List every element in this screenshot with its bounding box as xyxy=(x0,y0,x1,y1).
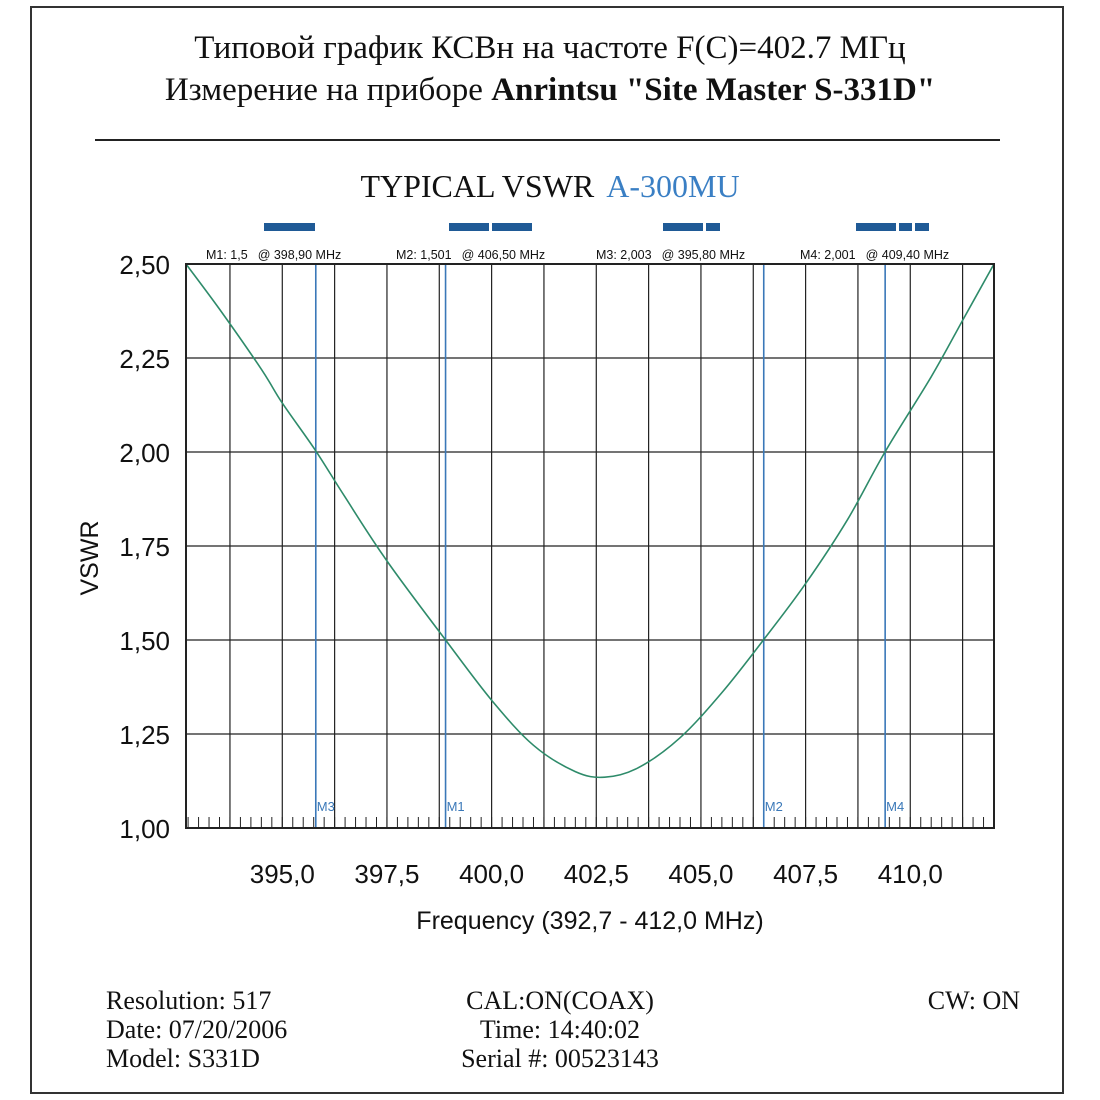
x-tick-label: 407,5 xyxy=(773,859,838,889)
header-line-2-prefix: Измерение на приборе xyxy=(164,72,492,108)
marker-readout-m1: M1: 1,5 @ 398,90 MHz xyxy=(206,248,341,262)
readout-frequency: @ 409,40 MHz xyxy=(866,248,950,262)
marker-label-m3: M3 xyxy=(317,799,335,814)
y-axis-label: VSWR xyxy=(76,521,104,596)
readout-frequency: @ 395,80 MHz xyxy=(662,248,746,262)
chart-title: TYPICAL VSWR A-300MU xyxy=(360,168,739,204)
y-tick-label: 2,00 xyxy=(119,438,170,468)
y-tick-label: 2,50 xyxy=(119,250,170,280)
chart-markers: M1 M2 M3 M4 xyxy=(314,264,904,828)
marker-label-m1: M1 xyxy=(447,799,465,814)
y-tick-label: 1,25 xyxy=(119,720,170,750)
header-divider xyxy=(95,139,1000,141)
legend-bar-m2 xyxy=(492,223,532,231)
page-frame xyxy=(30,6,1064,1094)
footer-model: Model: S331D xyxy=(106,1044,260,1073)
footer-cal: CAL:ON(COAX) xyxy=(466,986,654,1015)
footer-resolution: Resolution: 517 xyxy=(106,986,272,1015)
vswr-trace-line xyxy=(185,263,995,779)
footer-left: Resolution: 517 Date: 07/20/2006 Model: … xyxy=(106,986,287,1073)
footer-right: CW: ON xyxy=(860,986,1020,1015)
readout-frequency: @ 398,90 MHz xyxy=(258,248,342,262)
legend-bar-m3 xyxy=(706,223,720,231)
x-axis-label: Frequency (392,7 - 412,0 MHz) xyxy=(416,907,763,935)
y-tick-label: 2,25 xyxy=(119,344,170,374)
marker-readout-m2: M2: 1,501 @ 406,50 MHz xyxy=(396,248,545,262)
footer-center: CAL:ON(COAX) Time: 14:40:02 Serial #: 00… xyxy=(400,986,720,1073)
footer-date: Date: 07/20/2006 xyxy=(106,1015,288,1044)
header-line-1: Типовой график КСВн на частоте F(C)=402.… xyxy=(194,30,906,66)
footer-time: Time: 14:40:02 xyxy=(479,1015,641,1044)
legend-bar-m4 xyxy=(856,223,896,231)
chart-title-model: A-300MU xyxy=(606,168,739,204)
footer-cw: CW: ON xyxy=(927,986,1020,1015)
legend-bar-m1 xyxy=(264,223,315,231)
marker-label-m4: M4 xyxy=(886,799,904,814)
y-tick-labels: 1,00 1,25 1,50 1,75 2,00 2,25 2,50 xyxy=(119,250,170,844)
legend-bar-m3 xyxy=(663,223,703,231)
legend-bar-m4 xyxy=(899,223,912,231)
header-line-2: Измерение на приборе Anrintsu "Site Mast… xyxy=(0,70,1100,110)
y-tick-label: 1,00 xyxy=(119,814,170,844)
header-line-2-device: Anrintsu "Site Master S-331D" xyxy=(491,72,936,108)
footer-serial: Serial #: 00523143 xyxy=(461,1044,659,1073)
x-tick-label: 400,0 xyxy=(459,859,524,889)
marker-readout-m4: M4: 2,001 @ 409,40 MHz xyxy=(800,248,949,262)
x-tick-labels: 395,0 397,5 400,0 402,5 405,0 407,5 410,0 xyxy=(250,859,943,889)
y-tick-label: 1,50 xyxy=(119,626,170,656)
x-tick-label: 405,0 xyxy=(668,859,733,889)
y-tick-label: 1,75 xyxy=(119,532,170,562)
readout-value: M4: 2,001 xyxy=(800,248,856,262)
readout-value: M1: 1,5 xyxy=(206,248,248,262)
readout-frequency: @ 406,50 MHz xyxy=(462,248,546,262)
chart-title-main: TYPICAL VSWR xyxy=(360,168,594,204)
marker-legend-bars xyxy=(264,223,929,231)
readout-value: M2: 1,501 xyxy=(396,248,452,262)
readout-value: M3: 2,003 xyxy=(596,248,652,262)
chart-minor-ticks xyxy=(187,817,985,828)
x-tick-label: 395,0 xyxy=(250,859,315,889)
marker-label-m2: M2 xyxy=(765,799,783,814)
x-tick-label: 402,5 xyxy=(564,859,629,889)
legend-bar-m2 xyxy=(449,223,489,231)
x-tick-label: 410,0 xyxy=(878,859,943,889)
plot-area xyxy=(185,263,995,829)
chart-grid xyxy=(186,264,994,828)
marker-readouts: M1: 1,5 @ 398,90 MHz M2: 1,501 @ 406,50 MHz… xyxy=(206,248,949,262)
x-tick-label: 397,5 xyxy=(354,859,419,889)
marker-readout-m3: M3: 2,003 @ 395,80 MHz xyxy=(596,248,745,262)
legend-bar-m4 xyxy=(915,223,929,231)
